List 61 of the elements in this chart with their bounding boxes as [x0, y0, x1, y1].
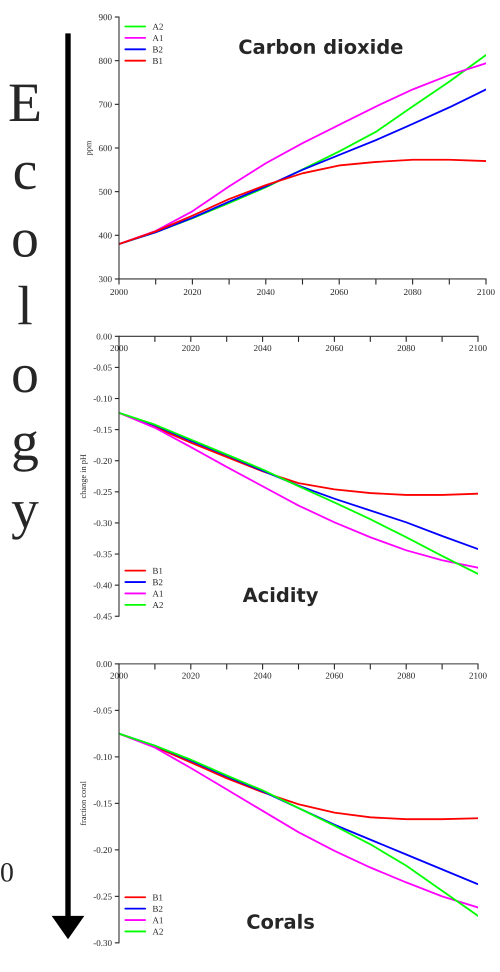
y-tick-label: -0.30 [94, 520, 112, 526]
y-tick-label: -0.10 [94, 754, 112, 760]
legend-label: A1 [152, 917, 163, 924]
legend-label: B1 [152, 894, 162, 900]
legend-label: A1 [152, 35, 163, 42]
y-tick-label: -0.05 [94, 364, 112, 371]
y-tick-label: -0.10 [94, 396, 112, 402]
x-tick-label: 2020 [182, 345, 200, 352]
y-tick-label: 900 [98, 14, 112, 20]
x-tick-label: 2060 [326, 345, 344, 352]
y-tick-label: 0.00 [96, 661, 112, 668]
y-tick-label: -0.35 [94, 551, 112, 558]
y-tick-label: -0.15 [94, 426, 112, 433]
x-tick-label: 2020 [182, 672, 200, 679]
y-tick-label: 600 [98, 145, 112, 152]
legend-label: A2 [152, 602, 163, 608]
legend-label: A2 [152, 24, 163, 30]
y-tick-label: 0.00 [96, 333, 112, 340]
x-tick-label: 2100 [469, 345, 487, 352]
x-tick-label: 2060 [330, 288, 348, 296]
x-tick-label: 2080 [404, 288, 422, 296]
x-tick-label: 2020 [184, 288, 202, 296]
y-axis-title: fraction coral [80, 781, 86, 826]
y-tick-label: -0.45 [94, 613, 112, 620]
y-tick-label: -0.05 [94, 708, 112, 714]
x-tick-label: 2040 [254, 345, 272, 352]
legend-label: B2 [152, 579, 162, 586]
y-tick-label: -0.30 [94, 940, 112, 946]
y-tick-label: -0.20 [94, 846, 112, 854]
x-tick-label: 2060 [326, 672, 344, 679]
x-tick-label: 2080 [398, 672, 415, 679]
y-tick-label: 400 [98, 232, 112, 239]
y-tick-label: 300 [98, 276, 112, 282]
y-axis-title: ppm [87, 140, 93, 156]
legend-label: B2 [152, 46, 162, 52]
x-tick-label: 2000 [110, 288, 128, 296]
legend-label: A2 [152, 928, 163, 935]
x-tick-label: 2100 [477, 288, 495, 296]
text: Corals [247, 914, 314, 929]
legend-label: B2 [152, 906, 162, 912]
line-series [119, 158, 486, 245]
y-tick-label: 800 [98, 58, 112, 64]
text: Ecology [10, 84, 40, 540]
text: 0 [1, 863, 13, 882]
x-tick-label: 2040 [257, 288, 274, 296]
y-tick-label: -0.25 [94, 488, 112, 496]
text: Carbon dioxide [239, 39, 402, 54]
x-tick-label: 2040 [254, 672, 272, 679]
legend-label: B1 [152, 58, 162, 64]
y-tick-label: -0.15 [94, 800, 112, 807]
y-tick-label: -0.25 [94, 893, 112, 900]
legend-label: B1 [152, 568, 162, 574]
legend-label: A1 [152, 590, 163, 597]
y-axis-title: change in pH [80, 454, 88, 498]
y-tick-label: -0.40 [94, 582, 112, 588]
text: Acidity [242, 587, 318, 606]
y-tick-label: 700 [99, 101, 112, 108]
y-tick-label: 500 [99, 188, 112, 195]
x-tick-label: 2080 [398, 345, 415, 352]
y-tick-label: -0.20 [94, 458, 112, 464]
x-tick-label: 2100 [469, 672, 487, 679]
